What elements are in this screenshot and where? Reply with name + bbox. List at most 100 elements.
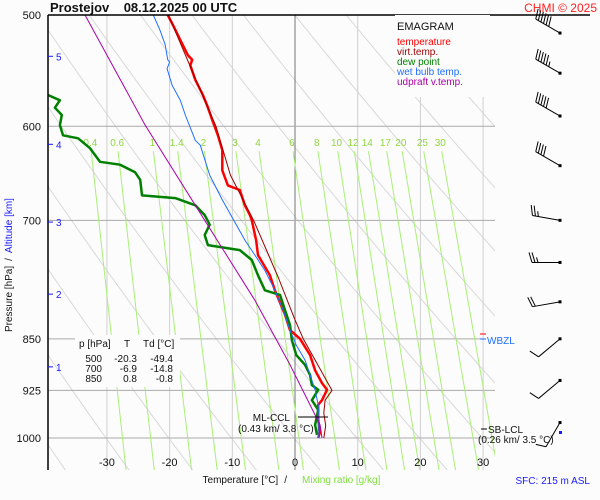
series-wet-bulb-temp [152, 15, 319, 438]
barb-feather [540, 94, 544, 106]
mixing-ratio-line [317, 151, 367, 470]
barb-station [558, 218, 562, 222]
barb-feather [528, 252, 533, 263]
barb-station [558, 337, 562, 341]
x-axis-label: Temperature [°C] [203, 475, 279, 486]
wind-barb [529, 378, 562, 399]
legend-temperature: temperature [397, 37, 451, 48]
barb-feather [537, 50, 542, 61]
dry-adiabat [88, 15, 448, 470]
mixing-ratio-label: 0.6 [110, 138, 124, 149]
wbzl-annotation: WBZL [480, 329, 521, 347]
wind-barb [527, 296, 562, 308]
altitude-tick-label: 5 [56, 52, 62, 63]
barb-staff [545, 422, 561, 448]
barb-feather [543, 96, 547, 107]
wind-barb [535, 421, 562, 448]
svg-text:Pressure [hPa]/Altitude [km]: Pressure [hPa]/Altitude [km] [4, 198, 15, 332]
barb-feather [529, 392, 539, 399]
barb-feather [540, 11, 544, 23]
barb-feather [548, 16, 552, 27]
mixing-ratio-line [292, 151, 340, 470]
sb-lcl-value: (0.26 km/ 3.5 °C) [478, 435, 554, 446]
sb-lcl-label: SB-LCL [488, 425, 523, 436]
mixing-ratio-label: 1 [150, 138, 156, 149]
y-tick-label: 600 [23, 121, 41, 133]
barb-staff [538, 380, 561, 399]
mixing-ratio-line [401, 151, 457, 470]
barb-station [558, 114, 562, 118]
wind-barb [535, 141, 562, 168]
mixing-ratio-line [337, 151, 388, 470]
barb-staff [535, 101, 561, 117]
barb-staff [532, 301, 561, 308]
barb-feather [537, 10, 542, 21]
table-cell: 850 [85, 374, 102, 385]
barb-station [558, 260, 562, 264]
mixing-ratio-line [90, 151, 127, 470]
table-cell: -0.8 [156, 374, 174, 385]
y-tick-label: 850 [23, 334, 41, 346]
barb-staff [535, 58, 561, 74]
barb-feather [545, 54, 550, 66]
barb-feather [543, 53, 547, 64]
x-axis-label2: Mixing ratio [g/kg] [302, 475, 381, 486]
mixing-ratio-label: 12 [348, 138, 360, 149]
barb-station [558, 164, 562, 168]
mixing-ratio-label: 14 [362, 138, 374, 149]
mixing-ratio-label: 1.4 [170, 138, 184, 149]
x-tick-label: 30 [477, 457, 489, 469]
mixing-ratio-label: 30 [435, 138, 447, 149]
y-axis-label2: Altitude [km] [4, 198, 15, 253]
legend: EMAGRAM temperature virt.temp. dew point… [395, 15, 490, 97]
barb-feather [540, 144, 544, 155]
mixing-ratio-line [353, 151, 406, 470]
wind-barb [535, 91, 562, 118]
wbzl-label: WBZL [487, 336, 515, 347]
barb-station [558, 31, 562, 35]
surface-marker [559, 431, 562, 434]
wind-barb [530, 205, 562, 222]
table-cell: -6.9 [120, 364, 138, 375]
legend-updraft: udpraft v.temp. [397, 77, 463, 88]
barb-staff [535, 151, 561, 167]
barb-station [558, 71, 562, 75]
mixing-ratio-line [441, 151, 495, 458]
surface-elevation: SFC: 215 m ASL [516, 476, 591, 487]
wind-barb [535, 8, 562, 35]
mixing-ratio-label: 10 [331, 138, 343, 149]
altitude-tick-label: 4 [56, 140, 62, 151]
table-cell: 500 [85, 354, 102, 365]
y-tick-label: 1000 [17, 433, 41, 445]
mixing-ratio-line [203, 151, 246, 470]
mixing-ratio-label: 6 [289, 138, 295, 149]
barb-feather [535, 141, 539, 152]
dry-adiabat [48, 105, 321, 470]
mixing-ratio-line [367, 151, 421, 470]
x-tick-label: -20 [162, 457, 178, 469]
barb-half-feather [537, 211, 539, 217]
mixing-ratio-line [423, 151, 480, 470]
mixing-ratio-line [258, 151, 304, 470]
wind-barb [529, 337, 562, 358]
table-cell: -20.3 [114, 354, 137, 365]
altitude-tick-label: 2 [56, 290, 62, 301]
svg-text:Temperature [°C]/: Temperature [°C] / [203, 475, 288, 486]
table-header-td: Td [°C] [143, 339, 174, 350]
y-tick-label: 700 [23, 215, 41, 227]
mixing-ratio-label: 0.4 [83, 138, 97, 149]
table-cell: -49.4 [150, 354, 173, 365]
barb-feather [543, 145, 547, 157]
y-axis-label: Pressure [hPa] [4, 266, 15, 332]
barb-half-feather [548, 61, 551, 67]
x-tick-label: -10 [224, 457, 240, 469]
wind-barb [528, 252, 562, 264]
mixing-ratio-line [177, 151, 218, 470]
legend-wet-bulb: wet bulb temp. [396, 67, 462, 78]
legend-heading: EMAGRAM [397, 21, 454, 33]
barb-staff [532, 214, 561, 221]
mixing-ratio-label: 2 [201, 138, 207, 149]
barb-staff [538, 338, 561, 358]
barb-feather [537, 93, 542, 104]
